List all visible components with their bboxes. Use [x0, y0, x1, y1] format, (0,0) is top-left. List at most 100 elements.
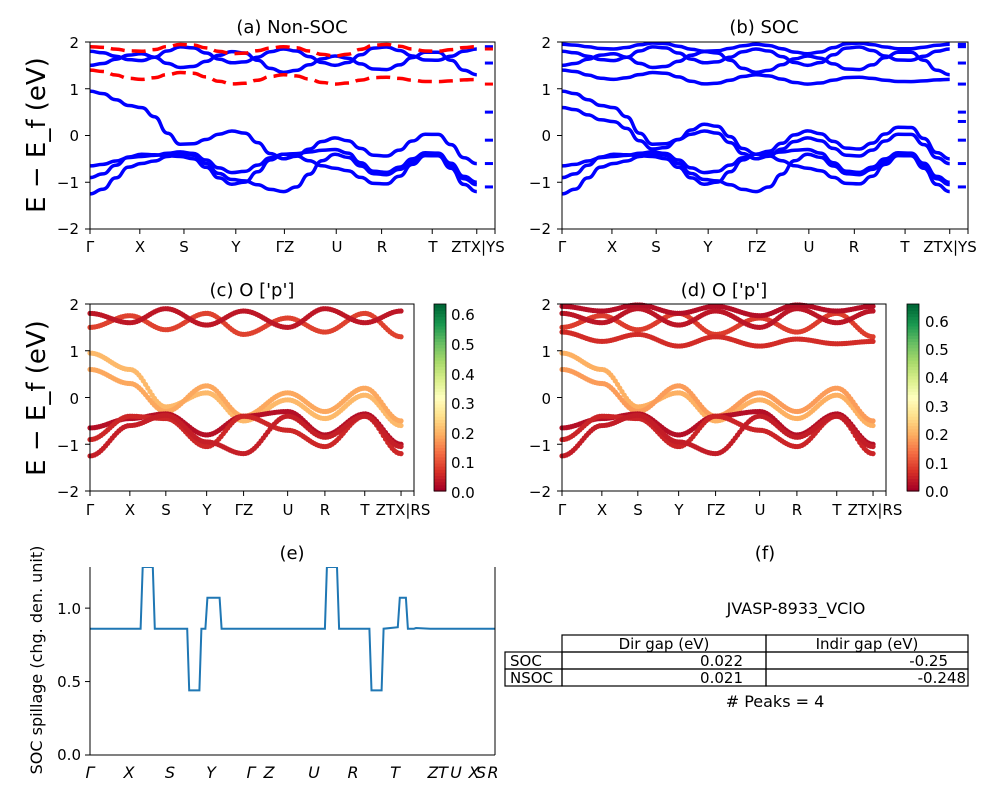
panel-d-cbar-slice	[907, 375, 919, 380]
panel-d-cbar-slice	[907, 459, 919, 464]
panel-b-xtick: S	[651, 238, 661, 256]
panel-d-xtick: R	[792, 501, 802, 519]
panel-d-cbar-slice	[907, 356, 919, 361]
panel-d-cbar-slice	[907, 462, 919, 467]
table-cell-indir: -0.25	[909, 652, 948, 670]
panel-a-xtick: Y	[230, 238, 241, 256]
panel-a: (a) Non-SOC E − E_f (eV) 2 1 0 −1 −2 Γ X…	[22, 17, 505, 256]
panel-b-plot	[557, 41, 969, 234]
table-cell-dir: 0.021	[700, 669, 743, 687]
panel-d-cbar-tick: 0.2	[925, 426, 949, 444]
panel-d-cbar-slice	[907, 484, 919, 489]
panel-c-cbar-slice	[434, 353, 446, 358]
panel-b-ytick: 2	[541, 34, 551, 52]
panel-d-colorbar	[906, 303, 920, 492]
panel-c-cbar-slice	[434, 453, 446, 458]
panel-e-xtick: Γ	[247, 763, 257, 782]
panel-c-cbar-slice	[434, 335, 446, 339]
panel-c: (c) O ['p'] E − E_f (eV) 2 1 0 −1 −2 Γ X…	[22, 280, 475, 519]
panel-d-cbar-slice	[907, 325, 919, 330]
panel-c-cbar-slice	[434, 385, 446, 389]
panel-b-band-line	[562, 68, 950, 86]
panel-c-cbar-slice	[434, 450, 446, 455]
panel-e-ytick: 0.5	[57, 673, 81, 691]
panel-b-band-line	[562, 45, 950, 68]
panel-d-cbar-slice	[907, 335, 919, 339]
panel-a-plot	[85, 41, 496, 234]
panel-a-bands	[90, 42, 493, 196]
gap-table: Dir gap (eV) Indir gap (eV) SOC 0.022 -0…	[504, 634, 969, 687]
panel-c-cbar-frame	[433, 303, 447, 492]
panel-c-cbar-tick: 0.6	[451, 306, 475, 324]
panel-d-cbar-slice	[907, 313, 919, 318]
panel-c-cbar-slice	[434, 425, 446, 430]
panel-c-point	[398, 422, 404, 429]
panel-d-xtick: Γ	[558, 501, 567, 519]
panel-d-cbar-slice	[907, 341, 919, 346]
panel-b-band-line	[562, 105, 950, 161]
panel-d-cbar-slice	[907, 475, 919, 480]
panel-c-cbar-slice	[434, 366, 446, 371]
panel-b-xtick: Γ	[558, 238, 567, 256]
panel-b-band-line	[562, 152, 950, 194]
panel-c-cbar-slice	[434, 388, 446, 392]
panel-e-yticks: 1.0 0.5 0.0	[57, 600, 81, 764]
panel-b-band-line	[562, 49, 950, 77]
panel-d-cbar-slice	[907, 481, 919, 486]
panel-b-xtick: X	[607, 238, 617, 256]
panel-d-xtick: ΓZ	[707, 501, 726, 519]
panel-d-cbar-tick: 0.0	[925, 483, 949, 501]
panel-b-band-line	[562, 89, 950, 166]
panel-d-cbar-slice	[907, 438, 919, 442]
panel-c-cbar-slice	[434, 416, 446, 420]
panel-d-cbar-slice	[907, 328, 919, 333]
panel-c-cbar-slice	[434, 350, 446, 355]
panel-b-title: (b) SOC	[729, 17, 798, 38]
panel-c-cbar-slice	[434, 369, 446, 374]
panel-a-band-line	[90, 45, 477, 68]
panel-c-cbar-slice	[434, 456, 446, 461]
panel-e-title: (e)	[279, 543, 304, 564]
panel-a-xtick: S	[179, 238, 189, 256]
panel-a-band-line	[90, 89, 477, 166]
panel-c-points	[87, 306, 404, 459]
panel-b-xtick: ΓZ	[748, 238, 767, 256]
panel-d-cbar-slice	[907, 394, 919, 399]
panel-a-ytick: 0	[69, 127, 79, 145]
panel-c-cbar-slice	[434, 419, 446, 424]
panel-c-cbar-slice	[434, 325, 446, 330]
panel-b-xtick: Y	[702, 238, 713, 256]
panel-d-cbar-slice	[907, 388, 919, 392]
panel-d-ytick: 1	[541, 343, 551, 361]
panel-d-cbar-frame	[906, 303, 920, 492]
panel-c-cbar-slice	[434, 400, 446, 405]
panel-c-cbar-slice	[434, 338, 446, 342]
panel-c-cbar-slice	[434, 484, 446, 489]
spillage-line	[90, 567, 495, 692]
panel-d-cbar-slice	[907, 391, 919, 395]
panel-d-cbar-slice	[907, 397, 919, 402]
panel-d-cbar-ticks: 0.6 0.5 0.4 0.3 0.2 0.1 0.0	[925, 313, 949, 501]
panel-c-xtick: Γ	[86, 501, 95, 519]
peaks-count: # Peaks = 4	[726, 692, 825, 711]
panel-b-bands	[562, 42, 966, 196]
panel-d-cbar-slice	[907, 450, 919, 455]
panel-c-cbar-slice	[434, 378, 446, 383]
panel-c-cbar-slice	[434, 406, 446, 411]
panel-d-cbar-slice	[907, 353, 919, 358]
panel-d-cbar-slice	[907, 322, 919, 327]
panel-b-ytick: 1	[541, 81, 551, 99]
panel-c-xtick: S	[161, 501, 171, 519]
panel-d-cbar-tick: 0.3	[925, 398, 949, 416]
panel-c-cbar-slice	[434, 394, 446, 399]
panel-c-xticks: Γ X S Y ΓZ U R T ZTX|RS	[86, 501, 431, 519]
panel-d-cbar-slice	[907, 400, 919, 405]
panel-d-cbar-slice	[907, 316, 919, 321]
panel-c-cbar-slice	[434, 478, 446, 483]
panel-d-cbar-slice	[907, 406, 919, 411]
panel-c-xtick: U	[283, 501, 294, 519]
panel-d-cbar-slice	[907, 447, 919, 452]
panel-d-cbar-slice	[907, 403, 919, 408]
panel-c-cbar-slice	[434, 409, 446, 414]
panel-c-ylabel: E − E_f (eV)	[22, 320, 52, 476]
